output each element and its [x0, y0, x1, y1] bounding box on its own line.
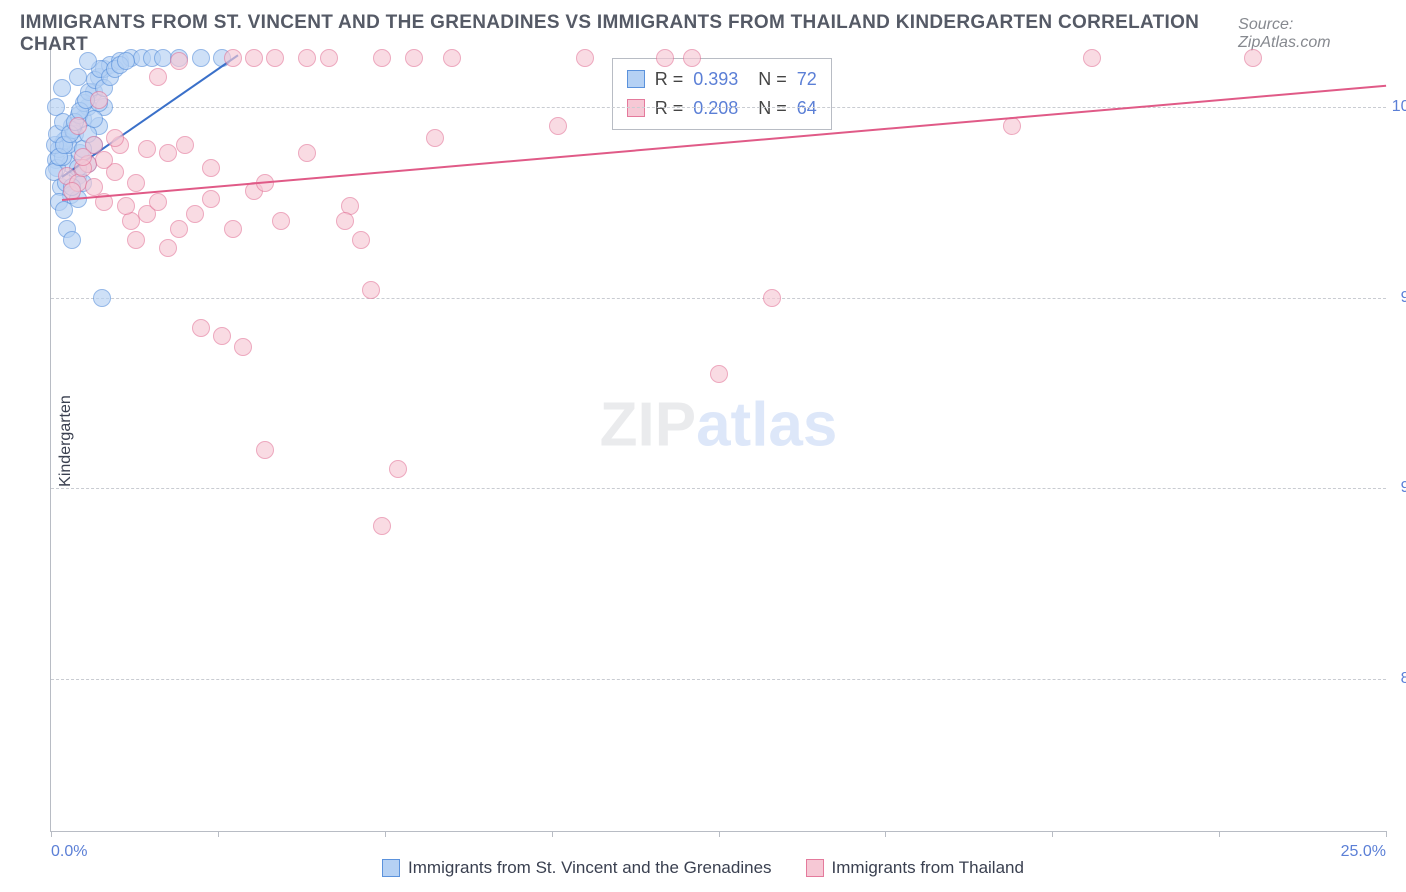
scatter-point [256, 441, 274, 459]
scatter-point [224, 49, 242, 67]
scatter-point [389, 460, 407, 478]
scatter-point [272, 212, 290, 230]
scatter-point [159, 239, 177, 257]
n-label: N = [758, 65, 787, 94]
gridline [51, 298, 1386, 299]
scatter-point [234, 338, 252, 356]
legend-swatch [382, 859, 400, 877]
watermark-zip: ZIP [600, 390, 696, 459]
y-tick-label: 100.0% [1392, 98, 1406, 116]
scatter-point [149, 193, 167, 211]
scatter-point [106, 129, 124, 147]
scatter-point [74, 148, 92, 166]
scatter-point [170, 220, 188, 238]
scatter-point [266, 49, 284, 67]
scatter-point [362, 281, 380, 299]
x-tick [885, 831, 886, 837]
x-tick [51, 831, 52, 837]
y-tick-label: 95.0% [1401, 289, 1406, 307]
scatter-point [69, 117, 87, 135]
x-tick [719, 831, 720, 837]
stats-row: R = 0.393 N = 72 [627, 65, 817, 94]
scatter-point [176, 136, 194, 154]
scatter-point [117, 52, 135, 70]
scatter-point [53, 79, 71, 97]
scatter-point [710, 365, 728, 383]
scatter-point [63, 231, 81, 249]
stats-row: R = 0.208 N = 64 [627, 94, 817, 123]
scatter-point [1083, 49, 1101, 67]
stats-legend: R = 0.393 N = 72 R = 0.208 N = 64 [612, 58, 832, 130]
watermark: ZIPatlas [600, 389, 838, 460]
n-label: N = [758, 94, 787, 123]
scatter-point [373, 517, 391, 535]
scatter-point [352, 231, 370, 249]
scatter-point [443, 49, 461, 67]
x-tick [552, 831, 553, 837]
y-tick-label: 90.0% [1401, 479, 1406, 497]
y-tick-label: 85.0% [1401, 670, 1406, 688]
scatter-point [93, 289, 111, 307]
scatter-point [336, 212, 354, 230]
gridline [51, 107, 1386, 108]
scatter-point [127, 231, 145, 249]
legend-swatch [627, 70, 645, 88]
scatter-point [405, 49, 423, 67]
scatter-point [186, 205, 204, 223]
scatter-point [192, 49, 210, 67]
scatter-point [79, 52, 97, 70]
scatter-point [320, 49, 338, 67]
scatter-point [138, 140, 156, 158]
scatter-point [95, 151, 113, 169]
x-tick [1386, 831, 1387, 837]
scatter-point [192, 319, 210, 337]
r-value: 0.208 [693, 94, 738, 123]
legend-label: Immigrants from Thailand [832, 858, 1024, 878]
legend-item: Immigrants from St. Vincent and the Gren… [382, 858, 771, 878]
chart-area: Kindergarten ZIPatlas R =0.393N =72R =0.… [50, 50, 1386, 832]
scatter-point [298, 144, 316, 162]
scatter-point [373, 49, 391, 67]
plot-area: ZIPatlas R =0.393N =72R =0.208N =64 0.0%… [50, 50, 1386, 832]
scatter-point [298, 49, 316, 67]
scatter-point [213, 327, 231, 345]
scatter-point [245, 49, 263, 67]
scatter-point [683, 49, 701, 67]
scatter-point [549, 117, 567, 135]
scatter-point [69, 68, 87, 86]
legend: Immigrants from St. Vincent and the Gren… [0, 858, 1406, 878]
scatter-point [202, 159, 220, 177]
gridline [51, 488, 1386, 489]
scatter-point [763, 289, 781, 307]
r-label: R = [655, 94, 684, 123]
legend-swatch [806, 859, 824, 877]
scatter-point [117, 197, 135, 215]
legend-swatch [627, 99, 645, 117]
source-label: Source: ZipAtlas.com [1238, 16, 1386, 52]
legend-item: Immigrants from Thailand [806, 858, 1024, 878]
gridline [51, 679, 1386, 680]
watermark-atlas: atlas [696, 390, 837, 459]
scatter-point [202, 190, 220, 208]
scatter-point [576, 49, 594, 67]
x-tick [1052, 831, 1053, 837]
x-tick [385, 831, 386, 837]
x-tick [218, 831, 219, 837]
scatter-point [1003, 117, 1021, 135]
scatter-point [90, 91, 108, 109]
n-value: 64 [797, 94, 817, 123]
x-tick [1219, 831, 1220, 837]
scatter-point [85, 178, 103, 196]
r-label: R = [655, 65, 684, 94]
n-value: 72 [797, 65, 817, 94]
scatter-point [170, 52, 188, 70]
scatter-point [149, 68, 167, 86]
legend-label: Immigrants from St. Vincent and the Gren… [408, 858, 771, 878]
r-value: 0.393 [693, 65, 738, 94]
scatter-point [1244, 49, 1262, 67]
scatter-point [127, 174, 145, 192]
scatter-point [656, 49, 674, 67]
scatter-point [426, 129, 444, 147]
scatter-point [224, 220, 242, 238]
